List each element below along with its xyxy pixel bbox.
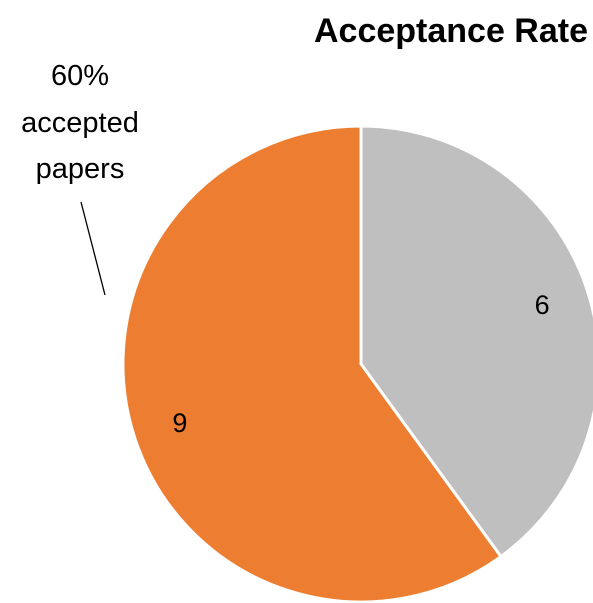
- annotation-leader-line: [80, 201, 106, 296]
- pie-slice-labels: 69: [172, 290, 549, 438]
- slice-data-label-9: 9: [172, 408, 187, 438]
- pie-slice-9: [121, 124, 503, 603]
- annotation-line-2: accepted: [21, 107, 139, 139]
- pie-slice-6: [359, 124, 593, 559]
- annotation-line-3: papers: [36, 153, 125, 185]
- annotation-line-1: 60%: [51, 60, 109, 92]
- chart-title: Acceptance Rate: [314, 12, 588, 50]
- slice-data-label-6: 6: [535, 290, 550, 320]
- pie-slices: [121, 124, 593, 603]
- annotation-callout: 60% accepted papers: [21, 60, 139, 296]
